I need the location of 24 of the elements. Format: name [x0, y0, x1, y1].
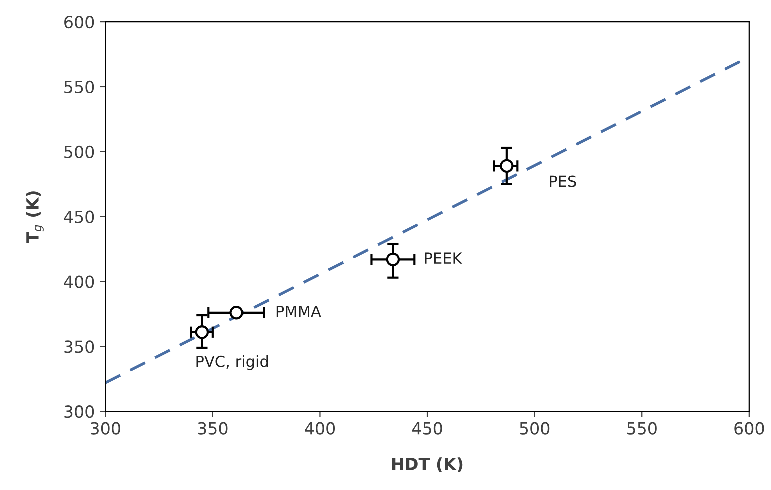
- y-tick-label: 300: [64, 406, 94, 418]
- point: [386, 252, 400, 267]
- y-tick-label: 400: [64, 276, 94, 288]
- point: [230, 306, 244, 320]
- annotation: PES: [550, 176, 576, 188]
- point: [500, 159, 514, 174]
- x-tick-label: 450: [412, 422, 442, 435]
- point: [195, 326, 210, 340]
- annotation: PMMA: [276, 306, 322, 318]
- y-tick-label: 550: [64, 80, 94, 94]
- x-tick-label: 300: [90, 422, 120, 435]
- x-tick-label: 600: [734, 422, 764, 435]
- x-tick-label: 550: [627, 422, 657, 435]
- x-tick-label: 500: [520, 422, 550, 435]
- annotation: PEEK: [425, 252, 463, 264]
- y-axis-title: T$_{g}$ (K): [26, 192, 44, 244]
- annotation: PVC, rigid: [196, 356, 268, 370]
- x-tick-label: 350: [198, 422, 228, 435]
- y-tick-label: 600: [64, 16, 94, 29]
- x-tick-label: 400: [305, 422, 336, 435]
- x-axis-title: HDT (K): [392, 458, 463, 472]
- y-tick-label: 500: [64, 146, 94, 158]
- y-tick-label: 450: [64, 210, 94, 224]
- y-tick-label: 350: [64, 340, 94, 354]
